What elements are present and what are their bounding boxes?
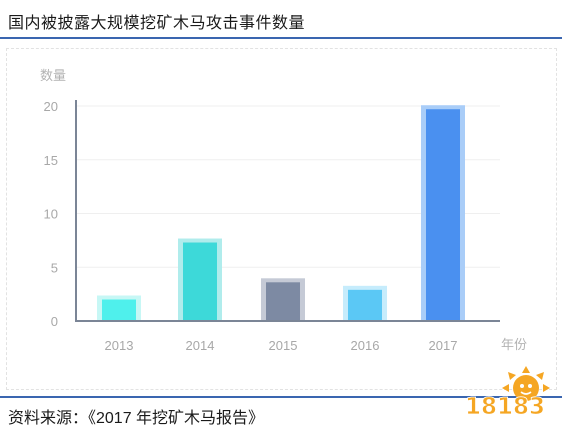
x-tick-label: 2014 bbox=[186, 338, 215, 353]
bar bbox=[266, 282, 300, 321]
bar-chart: 0 5 10 15 20 2013 2014 2015 2016 2017 数量 年份 bbox=[40, 69, 527, 353]
y-tick-label: 10 bbox=[44, 207, 58, 222]
bars bbox=[97, 105, 465, 321]
x-tick-label: 2016 bbox=[351, 338, 380, 353]
y-axis-title: 数量 bbox=[40, 69, 66, 84]
x-tick-label: 2013 bbox=[105, 338, 134, 353]
tick-labels: 0 5 10 15 20 2013 2014 2015 2016 2017 bbox=[44, 99, 458, 353]
title-divider bbox=[0, 37, 562, 39]
y-tick-label: 5 bbox=[51, 260, 58, 275]
source-note: 资料来源：《2017 年挖矿木马报告》 bbox=[8, 410, 265, 427]
watermark-text: 18183 bbox=[465, 394, 545, 420]
bar bbox=[426, 109, 460, 321]
bar bbox=[102, 299, 136, 321]
chart-title: 国内被披露大规模挖矿木马攻击事件数量 bbox=[8, 15, 306, 32]
x-tick-label: 2017 bbox=[429, 338, 458, 353]
sun-logo-icon: 18183 bbox=[465, 366, 550, 420]
bar bbox=[183, 242, 217, 321]
axes bbox=[75, 100, 500, 322]
y-tick-label: 0 bbox=[51, 314, 58, 329]
x-axis-title: 年份 bbox=[501, 338, 527, 353]
y-tick-label: 20 bbox=[44, 99, 58, 114]
x-tick-label: 2015 bbox=[269, 338, 298, 353]
y-tick-label: 15 bbox=[44, 153, 58, 168]
chart-frame bbox=[6, 48, 557, 390]
bar bbox=[348, 289, 382, 321]
footer-divider bbox=[0, 396, 562, 398]
